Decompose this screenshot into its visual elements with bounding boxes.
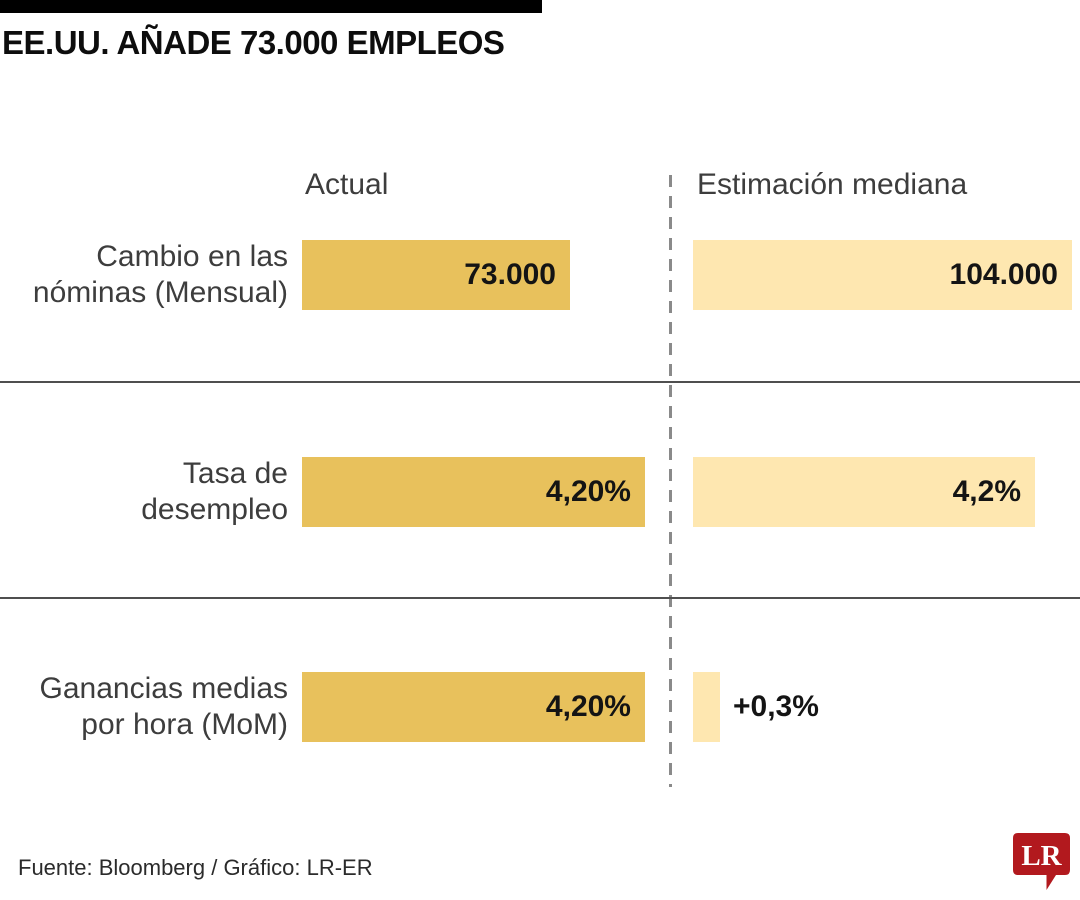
dashed-vertical-divider <box>669 175 672 787</box>
actual-bar-value: 4,20% <box>545 690 631 723</box>
lr-logo-bubble: LR <box>1013 833 1070 890</box>
chart-row-payrolls: Cambio en las nóminas (Mensual) 73.000 1… <box>0 240 1080 310</box>
estimate-bar: 4,2% <box>693 457 1035 527</box>
chart-row-unemployment: Tasa de desempleo 4,20% 4,2% <box>0 457 1080 527</box>
estimate-bar <box>693 672 720 742</box>
row-label: Cambio en las nóminas (Mensual) <box>0 239 288 311</box>
lr-logo-text: LR <box>1021 840 1062 872</box>
actual-bar: 4,20% <box>302 457 645 527</box>
row-label-line1: Cambio en las <box>96 240 288 273</box>
estimate-bar-value: 104.000 <box>949 258 1058 291</box>
row-label-line1: Ganancias medias <box>39 672 288 705</box>
page-title: EE.UU. AÑADE 73.000 EMPLEOS <box>2 24 505 61</box>
estimate-bar: 104.000 <box>693 240 1072 310</box>
row-label-line2: desempleo <box>141 493 288 526</box>
actual-bar: 4,20% <box>302 672 645 742</box>
row-label-line2: nóminas (Mensual) <box>32 276 288 309</box>
actual-bar-value: 4,20% <box>545 475 631 508</box>
column-header-estimate: Estimación mediana <box>697 168 968 201</box>
actual-bar-value: 73.000 <box>464 258 556 291</box>
actual-bar: 73.000 <box>302 240 570 310</box>
lr-logo: LR <box>1013 833 1071 891</box>
row-label-line2: por hora (MoM) <box>81 708 288 741</box>
row-divider <box>0 381 1080 383</box>
row-label-line1: Tasa de <box>182 457 288 490</box>
estimate-outside-value: +0,3% <box>733 690 819 723</box>
source-credit: Fuente: Bloomberg / Gráfico: LR-ER <box>18 855 373 880</box>
row-divider <box>0 597 1080 599</box>
chart-row-hourly-earnings: Ganancias medias por hora (MoM) 4,20% +0… <box>0 672 1080 742</box>
estimate-bar-value: 4,2% <box>952 475 1021 508</box>
row-label: Tasa de desempleo <box>0 456 288 528</box>
column-header-actual: Actual <box>305 168 389 201</box>
top-accent-bar <box>0 0 542 13</box>
row-label: Ganancias medias por hora (MoM) <box>0 671 288 743</box>
